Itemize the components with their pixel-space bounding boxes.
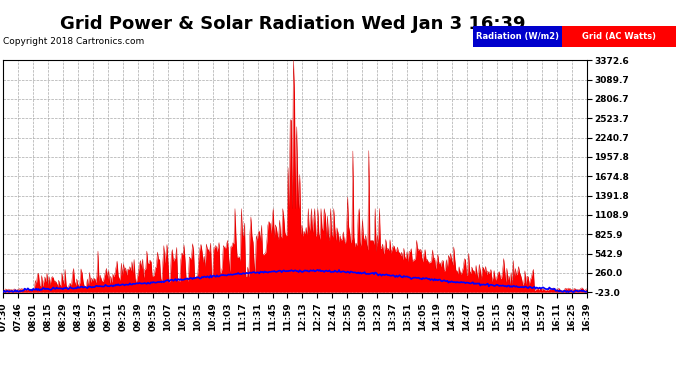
Text: Grid Power & Solar Radiation Wed Jan 3 16:39: Grid Power & Solar Radiation Wed Jan 3 1… bbox=[61, 15, 526, 33]
Text: Radiation (W/m2): Radiation (W/m2) bbox=[476, 32, 559, 41]
Text: Copyright 2018 Cartronics.com: Copyright 2018 Cartronics.com bbox=[3, 38, 145, 46]
Text: Grid (AC Watts): Grid (AC Watts) bbox=[582, 32, 656, 41]
